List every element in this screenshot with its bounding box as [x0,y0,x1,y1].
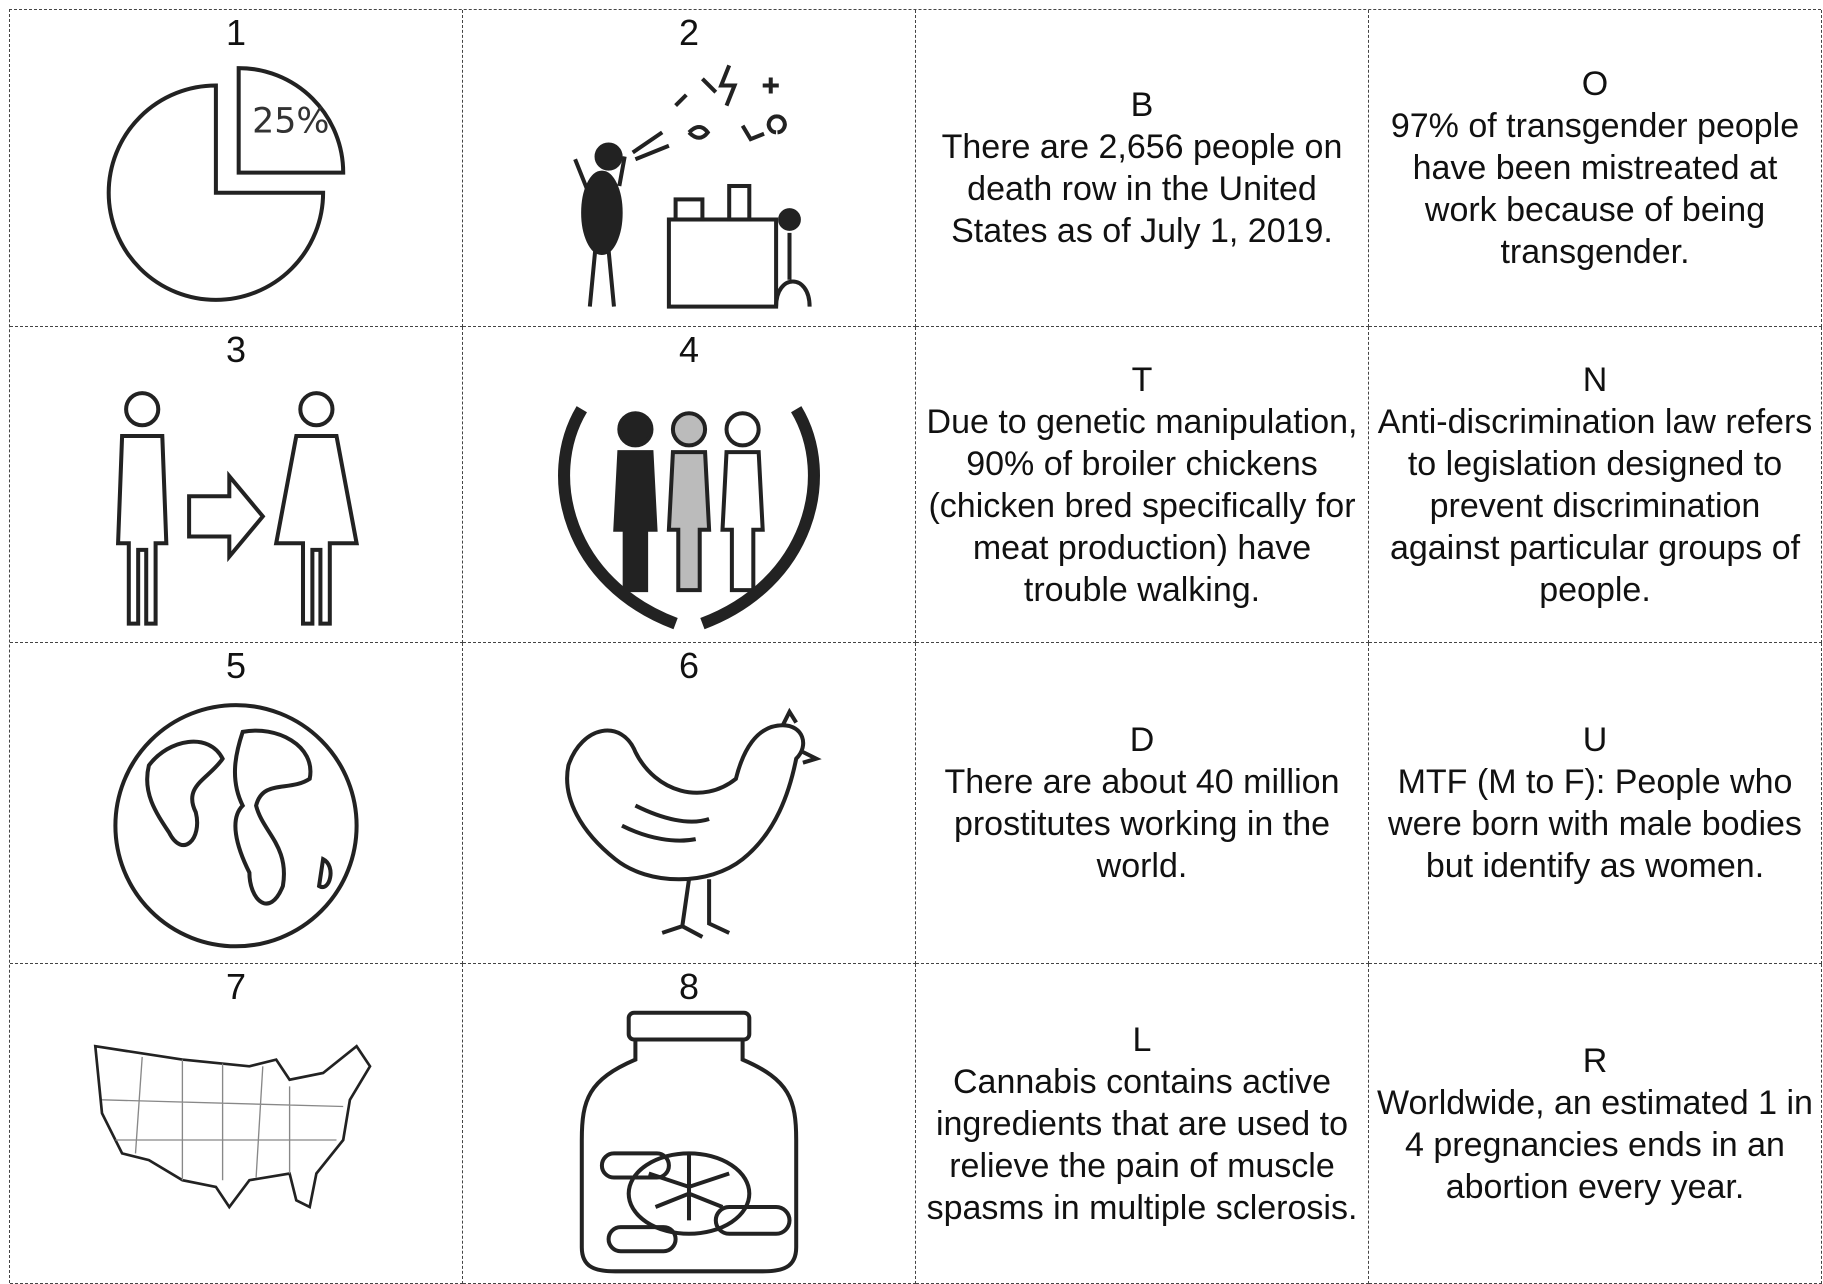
picture-number: 2 [678,12,700,53]
fact-letter: L [1132,1020,1152,1059]
picture-cell: 3 [10,327,463,643]
office-icon [573,64,812,309]
fact-cell: B There are 2,656 people on death row in… [916,10,1369,327]
picture-cell: 8 [463,964,916,1284]
picture-number: 3 [225,329,247,370]
picture-cell: 6 [463,643,916,964]
fact-letter: U [1582,721,1608,759]
picture-cell: 7 [10,964,463,1284]
fact-cell: U MTF (M to F): People who were born wit… [1369,643,1822,964]
pie-label: 25% [252,101,329,141]
fact-cell: D There are about 40 million prostitutes… [916,643,1369,964]
transition-icon [115,391,360,626]
picture-number: 1 [225,12,247,53]
usa-map-icon [93,1044,372,1210]
picture-cell: 4 [463,327,916,643]
fact-text: MTF (M to F): People who were born with … [1388,763,1802,885]
fact-text: Cannabis contains active ingredients tha… [926,1062,1358,1227]
globe-icon [113,703,359,949]
fact-cell: N Anti-discrimination law refers to legi… [1369,327,1822,643]
fact-text: Worldwide, an estimated 1 in 4 pregnanci… [1377,1083,1813,1206]
fact-letter: N [1582,360,1608,399]
picture-number: 6 [678,645,700,686]
picture-cell: 2 [463,10,916,327]
picture-cell: 1 25% [10,10,463,327]
fact-letter: D [1129,721,1155,759]
fact-text: There are about 40 million prostitutes w… [944,763,1340,885]
picture-number: 4 [678,329,700,370]
picture-number: 7 [225,966,247,1007]
fact-text: 97% of transgender people have been mist… [1390,107,1800,271]
card-table: 1 25% 2 B There are 2,656 people on deat… [9,9,1822,1284]
fact-letter: O [1581,65,1609,103]
fact-text: Due to genetic manipulation, 90% of broi… [926,402,1358,609]
fact-letter: T [1131,360,1153,399]
fact-text: Anti-discrimination law refers to legisl… [1377,402,1813,609]
picture-number: 5 [225,645,247,686]
cannabis-jar-icon [579,1010,799,1274]
picture-cell: 5 [10,643,463,964]
fact-text: There are 2,656 people on death row in t… [941,128,1343,250]
picture-number: 8 [678,966,700,1007]
unity-icon [558,406,820,630]
fact-cell: T Due to genetic manipulation, 90% of br… [916,327,1369,643]
fact-cell: O 97% of transgender people have been mi… [1369,10,1822,327]
fact-letter: R [1582,1041,1608,1080]
fact-cell: L Cannabis contains active ingredients t… [916,964,1369,1284]
fact-letter: B [1130,86,1154,124]
pie-icon: 25% [106,66,346,302]
chicken-icon [565,707,822,939]
fact-cell: R Worldwide, an estimated 1 in 4 pregnan… [1369,964,1822,1284]
